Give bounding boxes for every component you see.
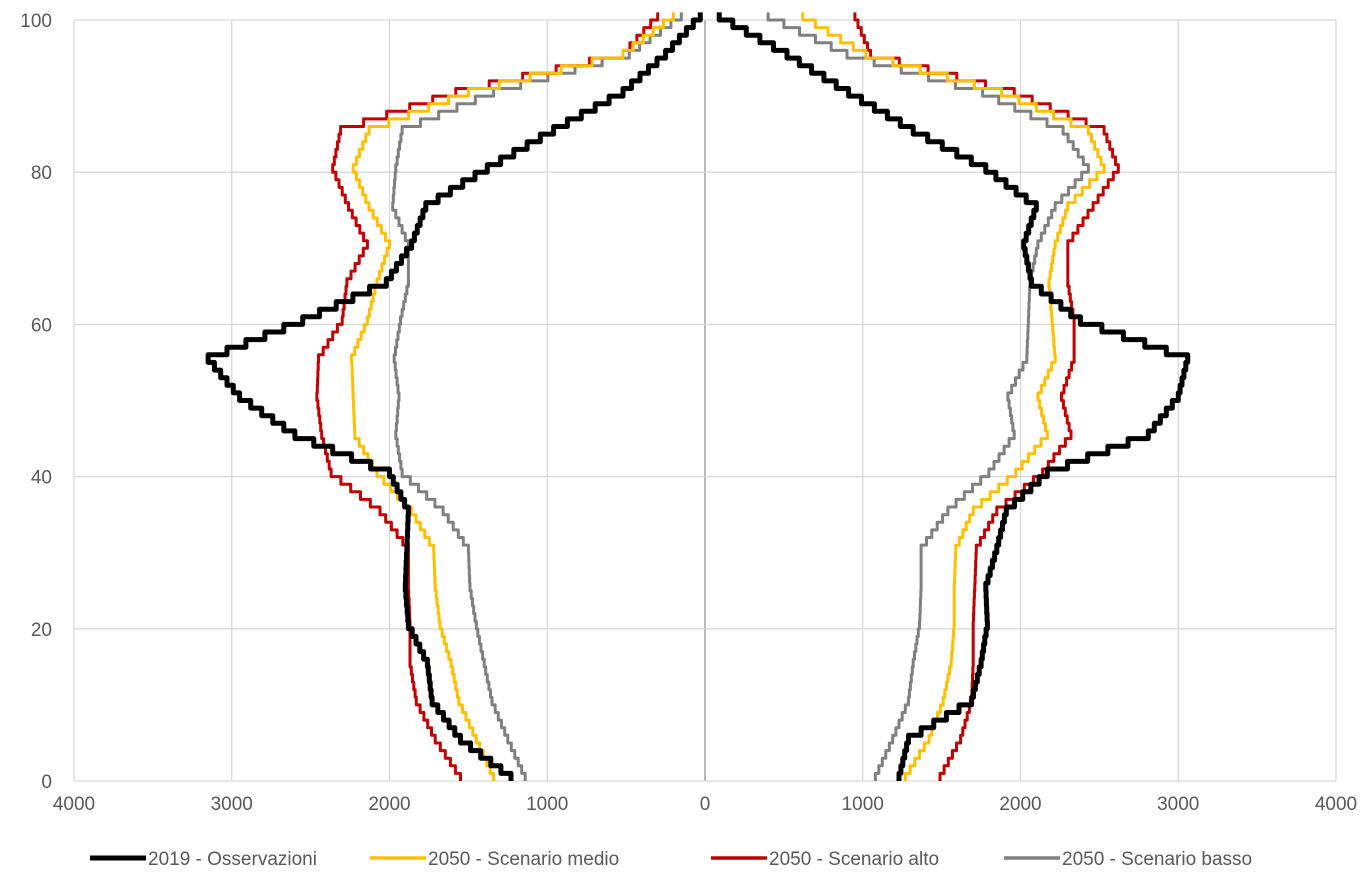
y-tick-label: 0 (41, 772, 52, 793)
series-layer (205, 12, 1191, 781)
legend-label: 2019 - Osservazioni (148, 849, 317, 870)
series-line-left-2050-scenario-alto (315, 12, 660, 781)
series-line-left-2019-osservazioni (205, 12, 703, 781)
series-line-right-2050-scenario-medio (801, 12, 1106, 781)
legend-label: 2050 - Scenario basso (1062, 849, 1252, 870)
series-line-left-2050-scenario-medio (350, 12, 675, 781)
x-tick-label: 1000 (526, 794, 568, 815)
x-tick-label: 3000 (211, 794, 253, 815)
x-tick-label: 1000 (842, 794, 884, 815)
y-tick-label: 20 (31, 620, 52, 641)
series-line-right-2050-scenario-basso (766, 12, 1090, 781)
series-2019-osservazioni (205, 12, 1191, 781)
legend-item-2019-osservazioni: 2019 - Osservazioni (90, 849, 317, 870)
series-line-left-2050-scenario-basso (391, 12, 683, 781)
y-tick-label: 100 (20, 11, 52, 32)
x-tick-label: 2000 (999, 794, 1041, 815)
series-2050-scenario-basso (391, 12, 1090, 781)
series-2050-scenario-alto (315, 12, 1120, 781)
y-tick-label: 60 (31, 315, 52, 336)
x-tick-label: 0 (700, 794, 711, 815)
legend-item-2050-scenario-basso: 2050 - Scenario basso (1004, 849, 1252, 870)
tick-layer: 4000 3000 2000 1000 0 1000 2000 3000 40000204060… (20, 11, 1357, 815)
y-tick-label: 40 (31, 468, 52, 489)
y-tick-label: 80 (31, 163, 52, 184)
grid-layer (73, 19, 1337, 782)
x-tick-label: 3000 (1157, 794, 1199, 815)
legend-label: 2050 - Scenario alto (769, 849, 939, 870)
x-tick-label: 4000 (1315, 794, 1357, 815)
x-tick-label: 4000 (53, 794, 95, 815)
legend-item-2050-scenario-medio: 2050 - Scenario medio (370, 849, 619, 870)
x-tick-label: 2000 (368, 794, 410, 815)
series-line-right-2050-scenario-alto (853, 12, 1120, 781)
legend-label: 2050 - Scenario medio (428, 849, 619, 870)
legend-item-2050-scenario-alto: 2050 - Scenario alto (711, 849, 939, 870)
series-2050-scenario-medio (350, 12, 1106, 781)
legend: 2019 - Osservazioni 2050 - Scenario medio… (90, 849, 1252, 870)
series-line-right-2019-osservazioni (716, 12, 1191, 781)
